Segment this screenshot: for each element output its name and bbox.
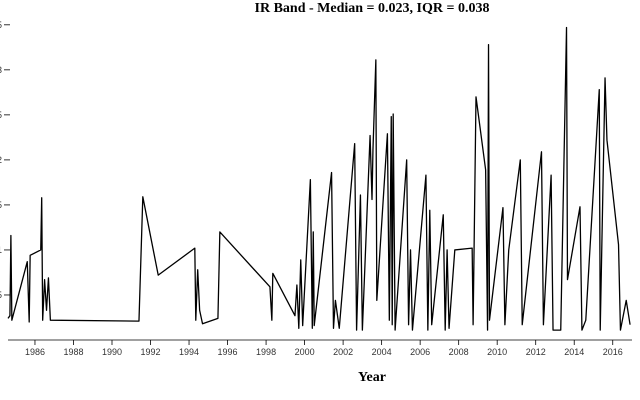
- chart-title: IR Band - Median = 0.023, IQR = 0.038: [255, 1, 490, 16]
- y-tick-label: 0.15: [0, 200, 2, 210]
- x-tick-label: 2016: [603, 347, 623, 357]
- line-series: [7, 26, 631, 331]
- x-tick-label: 2006: [410, 347, 430, 357]
- x-tick-label: 2004: [372, 347, 392, 357]
- x-tick-label: 2012: [526, 347, 546, 357]
- x-tick-label: 2014: [564, 347, 584, 357]
- x-tick-label: 2010: [487, 347, 507, 357]
- x-tick-label: 1998: [256, 347, 276, 357]
- y-tick-label: 0.2: [0, 155, 2, 165]
- x-tick-label: 1988: [63, 347, 83, 357]
- x-tick-label: 1992: [141, 347, 161, 357]
- x-axis-label: Year: [358, 370, 386, 385]
- y-tick-label: 0.1: [0, 245, 2, 255]
- y-tick-label: 0.35: [0, 20, 2, 30]
- x-tick-label: 1986: [25, 347, 45, 357]
- x-tick-label: 2002: [333, 347, 353, 357]
- x-tick-label: 2000: [295, 347, 315, 357]
- x-tick-label: 1996: [218, 347, 238, 357]
- y-tick-label: 0.05: [0, 290, 2, 300]
- x-tick-label: 2008: [449, 347, 469, 357]
- x-tick-label: 1990: [102, 347, 122, 357]
- y-tick-label: 0.25: [0, 110, 2, 120]
- y-tick-label: 0.3: [0, 65, 2, 75]
- x-tick-label: 1994: [179, 347, 199, 357]
